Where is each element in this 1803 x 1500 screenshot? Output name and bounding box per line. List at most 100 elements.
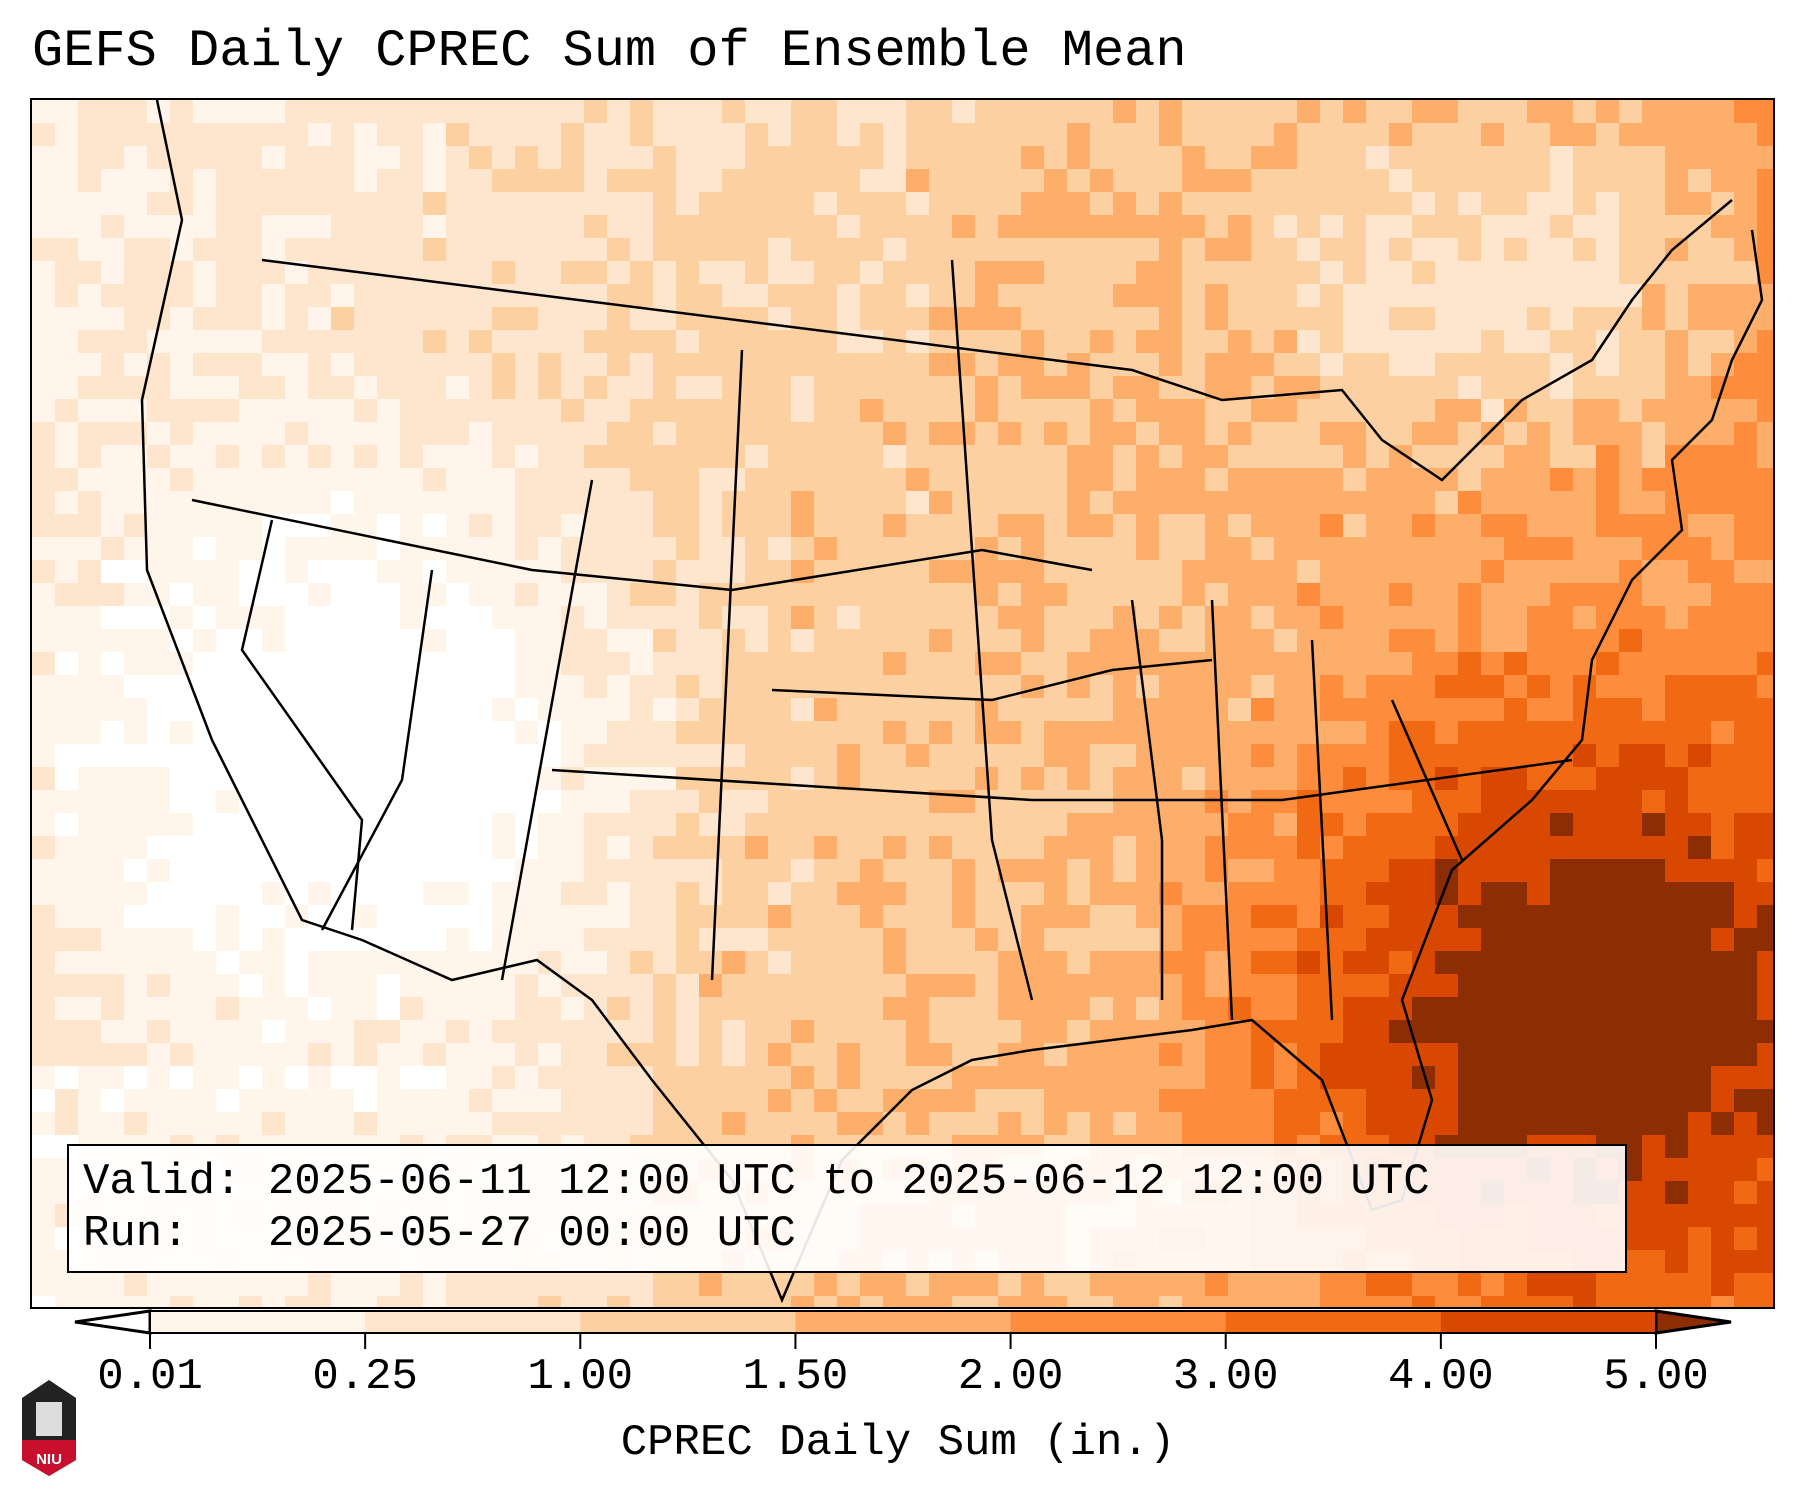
precip-cell [469,1112,493,1136]
precip-cell [285,698,309,722]
precip-cell [607,1296,631,1307]
precip-cell [78,951,102,975]
precip-cell [423,859,447,883]
precip-cell [1596,376,1620,400]
precip-cell [837,1020,861,1044]
precip-cell [998,100,1022,124]
precip-cell [883,100,907,124]
precip-cell [607,422,631,446]
precip-cell [446,123,470,147]
precip-cell [1596,353,1620,377]
precip-cell [607,744,631,768]
precip-cell [1665,882,1689,906]
precip-cell [285,859,309,883]
precip-cell [768,100,792,124]
precip-cell [1757,767,1773,791]
precip-cell [1504,307,1528,331]
precip-cell [538,100,562,124]
precip-cell [124,514,148,538]
precip-cell [860,215,884,239]
precip-cell [952,905,976,929]
precip-cell [423,284,447,308]
precip-cell [860,284,884,308]
precip-cell [492,790,516,814]
precip-cell [308,583,332,607]
precip-cell [1113,238,1137,262]
precip-cell [814,1296,838,1307]
precip-cell [1159,767,1183,791]
precip-cell [1274,744,1298,768]
precip-cell [538,1043,562,1067]
precip-cell [1573,721,1597,745]
precip-cell [262,123,286,147]
precip-cell [1389,1089,1413,1113]
precip-cell [239,537,263,561]
precip-cell [653,767,677,791]
precip-cell [699,192,723,216]
precip-cell [791,1273,815,1297]
precip-cell [653,399,677,423]
precip-cell [653,882,677,906]
precip-cell [676,261,700,285]
precip-cell [745,514,769,538]
precip-cell [653,905,677,929]
precip-cell [630,675,654,699]
precip-cell [1550,767,1574,791]
precip-cell [1136,491,1160,515]
precip-cell [745,123,769,147]
precip-cell [1320,606,1344,630]
precip-cell [929,997,953,1021]
precip-cell [1090,997,1114,1021]
precip-cell [469,238,493,262]
precip-cell [193,146,217,170]
precip-cell [860,330,884,354]
precip-cell [1481,307,1505,331]
precip-cell [1343,1020,1367,1044]
precip-cell [584,123,608,147]
precip-cell [423,169,447,193]
precip-cell [101,905,125,929]
precip-cell [1067,169,1091,193]
precip-cell [331,376,355,400]
precip-cell [354,1020,378,1044]
precip-cell [1021,100,1045,124]
precip-cell [1021,744,1045,768]
precip-cell [1734,491,1758,515]
precip-cell [538,146,562,170]
precip-cell [699,307,723,331]
precip-cell [1159,790,1183,814]
precip-cell [423,606,447,630]
precip-cell [584,560,608,584]
precip-cell [1136,675,1160,699]
precip-cell [1251,698,1275,722]
precip-cell [1274,491,1298,515]
precip-cell [147,1112,171,1136]
precip-cell [1044,1089,1068,1113]
precip-cell [492,215,516,239]
precip-cell [1412,629,1436,653]
precip-cell [1136,1089,1160,1113]
precip-cell [308,468,332,492]
precip-cell [331,675,355,699]
niu-logo: NIU [22,1380,76,1476]
precip-cell [1205,537,1229,561]
precip-cell [607,376,631,400]
precip-cell [653,928,677,952]
precip-cell [32,537,56,561]
precip-cell [676,307,700,331]
precip-cell [860,652,884,676]
precip-cell [1113,721,1137,745]
precip-cell [1228,215,1252,239]
precip-cell [377,698,401,722]
precip-cell [630,468,654,492]
precip-cell [538,606,562,630]
precip-cell [1205,353,1229,377]
precip-cell [1642,1181,1666,1205]
precip-cell [1527,675,1551,699]
precip-cell [239,445,263,469]
precip-cell [653,583,677,607]
precip-cell [1366,514,1390,538]
precip-cell [1504,445,1528,469]
precip-cell [1527,330,1551,354]
precip-cell [1458,652,1482,676]
